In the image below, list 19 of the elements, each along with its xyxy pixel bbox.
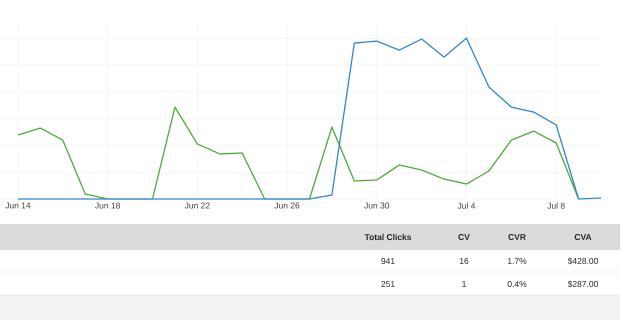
text: $287.00 <box>568 280 598 288</box>
x-tick-label: Jun 30 <box>364 202 390 209</box>
x-tick-label: Jun 14 <box>5 202 30 208</box>
text: 0.4% <box>508 281 526 287</box>
text: 941 <box>381 258 395 264</box>
text: 251 <box>381 281 395 287</box>
text: CV <box>458 234 470 240</box>
text: CVR <box>508 234 526 240</box>
text: Total Clicks <box>364 234 412 240</box>
x-tick-label: Jun 22 <box>184 202 210 209</box>
x-tick-label: Jun 26 <box>274 202 300 209</box>
text: 1.7% <box>508 258 526 264</box>
text: CVA <box>574 234 592 240</box>
x-tick-label: Jul 8 <box>547 202 565 209</box>
text: $428.00 <box>568 258 598 264</box>
text: 16 <box>460 258 468 264</box>
x-tick-label: Jun 18 <box>95 202 120 209</box>
x-tick-label: Jul 4 <box>458 202 476 209</box>
text: 1 <box>462 281 466 287</box>
